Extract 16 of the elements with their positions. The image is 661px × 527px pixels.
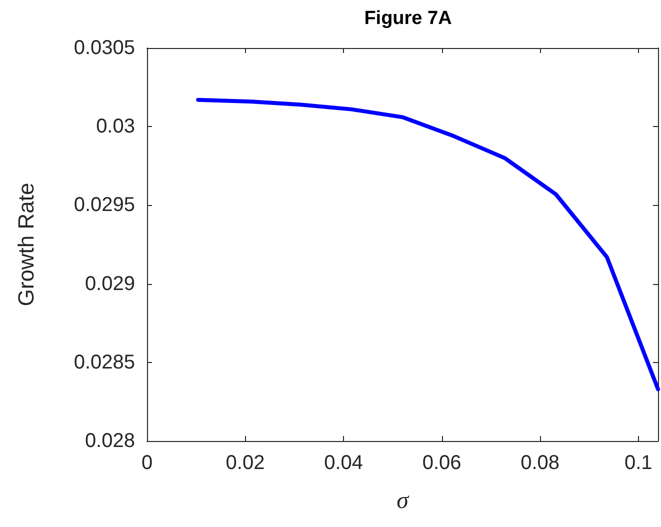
x-tick-label: 0.06 xyxy=(422,452,462,474)
line-series xyxy=(196,98,660,392)
y-tick-label: 0.0285 xyxy=(74,351,135,374)
x-axis-title: σ xyxy=(396,488,410,514)
y-tick-label: 0.0305 xyxy=(74,37,135,59)
y-tick-label: 0.028 xyxy=(84,430,135,452)
x-tick-label: 0.02 xyxy=(226,452,265,474)
x-tick-label: 0 xyxy=(141,452,153,474)
y-tick-label: 0.029 xyxy=(84,272,135,295)
y-tick-label: 0.0295 xyxy=(74,194,135,216)
x-tick-label: 0.1 xyxy=(624,452,652,474)
y-tick-label: 0.03 xyxy=(96,116,135,138)
x-tick-label: 0.04 xyxy=(324,452,364,474)
x-tick-label: 0.08 xyxy=(520,452,560,474)
y-axis-title: Growth Rate xyxy=(14,182,38,306)
chart-title: Figure 7A xyxy=(364,8,452,29)
